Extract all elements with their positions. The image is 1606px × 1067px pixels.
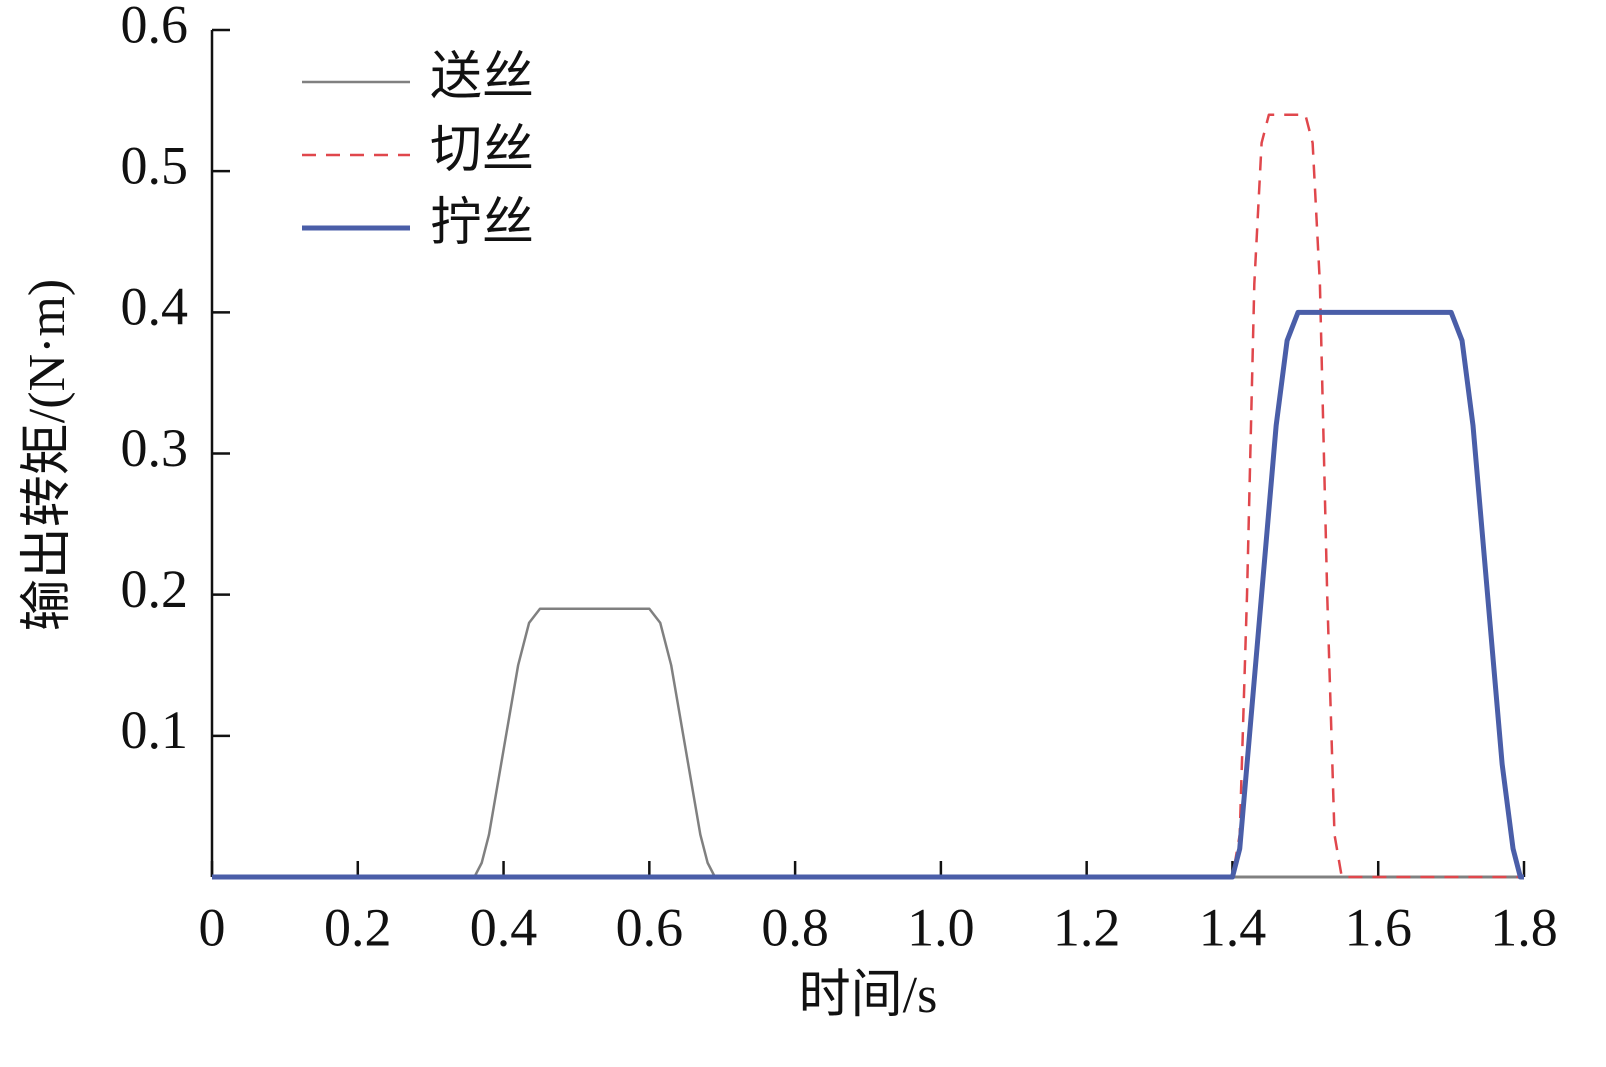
x-tick-label: 0.4 <box>470 897 538 957</box>
y-tick-label: 0.2 <box>121 559 189 619</box>
y-tick-label: 0.6 <box>121 0 189 54</box>
y-tick-label: 0.3 <box>121 418 189 478</box>
y-tick-label: 0.5 <box>121 136 189 196</box>
data-line <box>212 113 1524 879</box>
legend-label: 拧丝 <box>430 195 534 252</box>
x-tick-label: 1.6 <box>1344 897 1412 957</box>
x-tick-label: 1.8 <box>1490 897 1558 957</box>
data-line <box>212 607 1524 879</box>
y-tick-label: 0.1 <box>121 700 189 760</box>
x-tick-label: 0 <box>199 897 226 957</box>
y-tick-label: 0.4 <box>121 277 189 337</box>
y-axis-title: 输出转矩/(N·m) <box>19 279 76 631</box>
x-tick-label: 0.6 <box>616 897 684 957</box>
x-tick-label: 0.8 <box>761 897 829 957</box>
x-axis-title: 时间/s <box>799 967 938 1024</box>
x-tick-label: 1.0 <box>907 897 975 957</box>
legend-label: 送丝 <box>430 49 534 106</box>
x-tick-label: 0.2 <box>324 897 392 957</box>
x-tick-label: 1.4 <box>1199 897 1267 957</box>
data-line <box>212 309 1524 880</box>
legend-label: 切丝 <box>430 122 534 179</box>
x-tick-label: 1.2 <box>1053 897 1121 957</box>
